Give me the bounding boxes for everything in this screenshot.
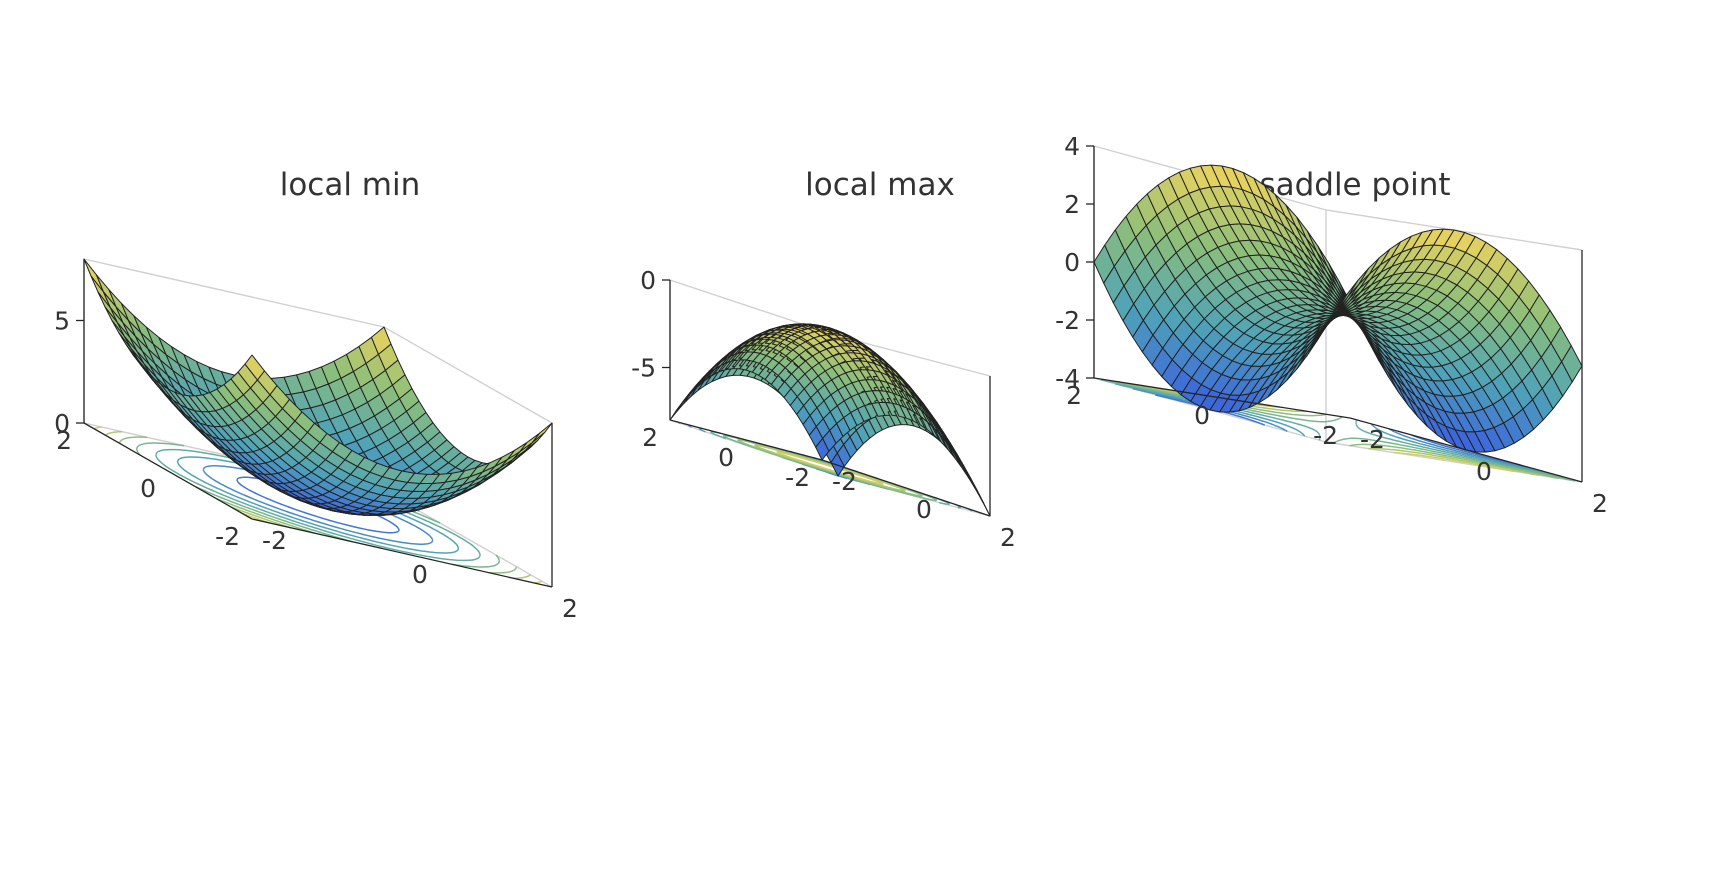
y-tick-label: 0 xyxy=(718,443,734,472)
z-tick-label: 0 xyxy=(640,266,656,295)
panel-local-min: local min 05-202-202 xyxy=(54,167,578,623)
x-axis-line xyxy=(251,518,553,588)
y-tick-label: 0 xyxy=(140,474,156,503)
panel-saddle-point: saddle point -4 -2 0 2 4 -2 0 2 -2 0 2 xyxy=(1055,132,1608,518)
x-tick-label: 2 xyxy=(1592,489,1608,518)
z-tick-label: 4 xyxy=(1064,132,1080,161)
surface-facet xyxy=(532,422,553,443)
y-tick-label: 2 xyxy=(56,426,72,455)
x-tick-label: -2 xyxy=(1360,425,1385,454)
y-tick-label: 2 xyxy=(642,423,658,452)
surface-facet xyxy=(976,489,991,517)
y-tick-label: 2 xyxy=(1066,381,1082,410)
z-tick-label: 0 xyxy=(54,409,70,438)
axis-lines xyxy=(669,280,991,517)
x-tick-label: 0 xyxy=(1476,457,1492,486)
y-axis-line xyxy=(83,422,253,520)
y-axis-line xyxy=(1093,377,1351,419)
box-top-edge xyxy=(1093,145,1583,251)
panel-title-local-max: local max xyxy=(805,167,955,203)
surface-facet xyxy=(1561,345,1583,383)
z-tick-label: -5 xyxy=(631,354,656,383)
contour-line xyxy=(155,448,481,562)
y-tick-label: -2 xyxy=(785,463,810,492)
x-tick-label: -2 xyxy=(262,526,287,555)
panel-title-saddle-point: saddle point xyxy=(1259,167,1450,203)
x-tick-label: 0 xyxy=(412,560,428,589)
y-tick-label: -2 xyxy=(215,522,240,551)
z-tick-label: 5 xyxy=(54,307,70,336)
z-tick-label: 2 xyxy=(1064,190,1080,219)
y-tick-label: -2 xyxy=(1313,421,1338,450)
z-tick-label: -4 xyxy=(1055,364,1080,393)
x-tick-label: -2 xyxy=(832,467,857,496)
surface-mesh xyxy=(1093,164,1583,453)
axis-lines xyxy=(83,259,553,588)
x-tick-label: 0 xyxy=(916,495,932,524)
x-tick-label: 2 xyxy=(562,594,578,623)
panel-title-local-min: local min xyxy=(280,167,421,203)
y-tick-label: 0 xyxy=(1194,401,1210,430)
z-tick-label: 0 xyxy=(1064,248,1080,277)
surface-facet xyxy=(83,258,104,293)
contour-line xyxy=(202,465,434,545)
x-axis-line xyxy=(1349,417,1583,483)
x-axis-line xyxy=(821,459,991,517)
surface-mesh xyxy=(669,323,991,517)
surface-mesh xyxy=(83,258,553,516)
tick-labels: 0 -5 -2 0 2 -2 0 2 xyxy=(631,266,1016,552)
tick-labels: -4 -2 0 2 4 -2 0 2 -2 0 2 xyxy=(1055,132,1608,518)
surface-facet xyxy=(519,432,540,452)
y-axis-line xyxy=(669,419,823,461)
panel-local-max: local max 0 -5 -2 0 2 -2 0 2 xyxy=(631,167,1016,552)
tick-labels: 05-202-202 xyxy=(54,307,578,624)
x-tick-label: 2 xyxy=(1000,523,1016,552)
floor-back-edge xyxy=(1325,441,1583,483)
z-tick-label: -2 xyxy=(1055,306,1080,335)
